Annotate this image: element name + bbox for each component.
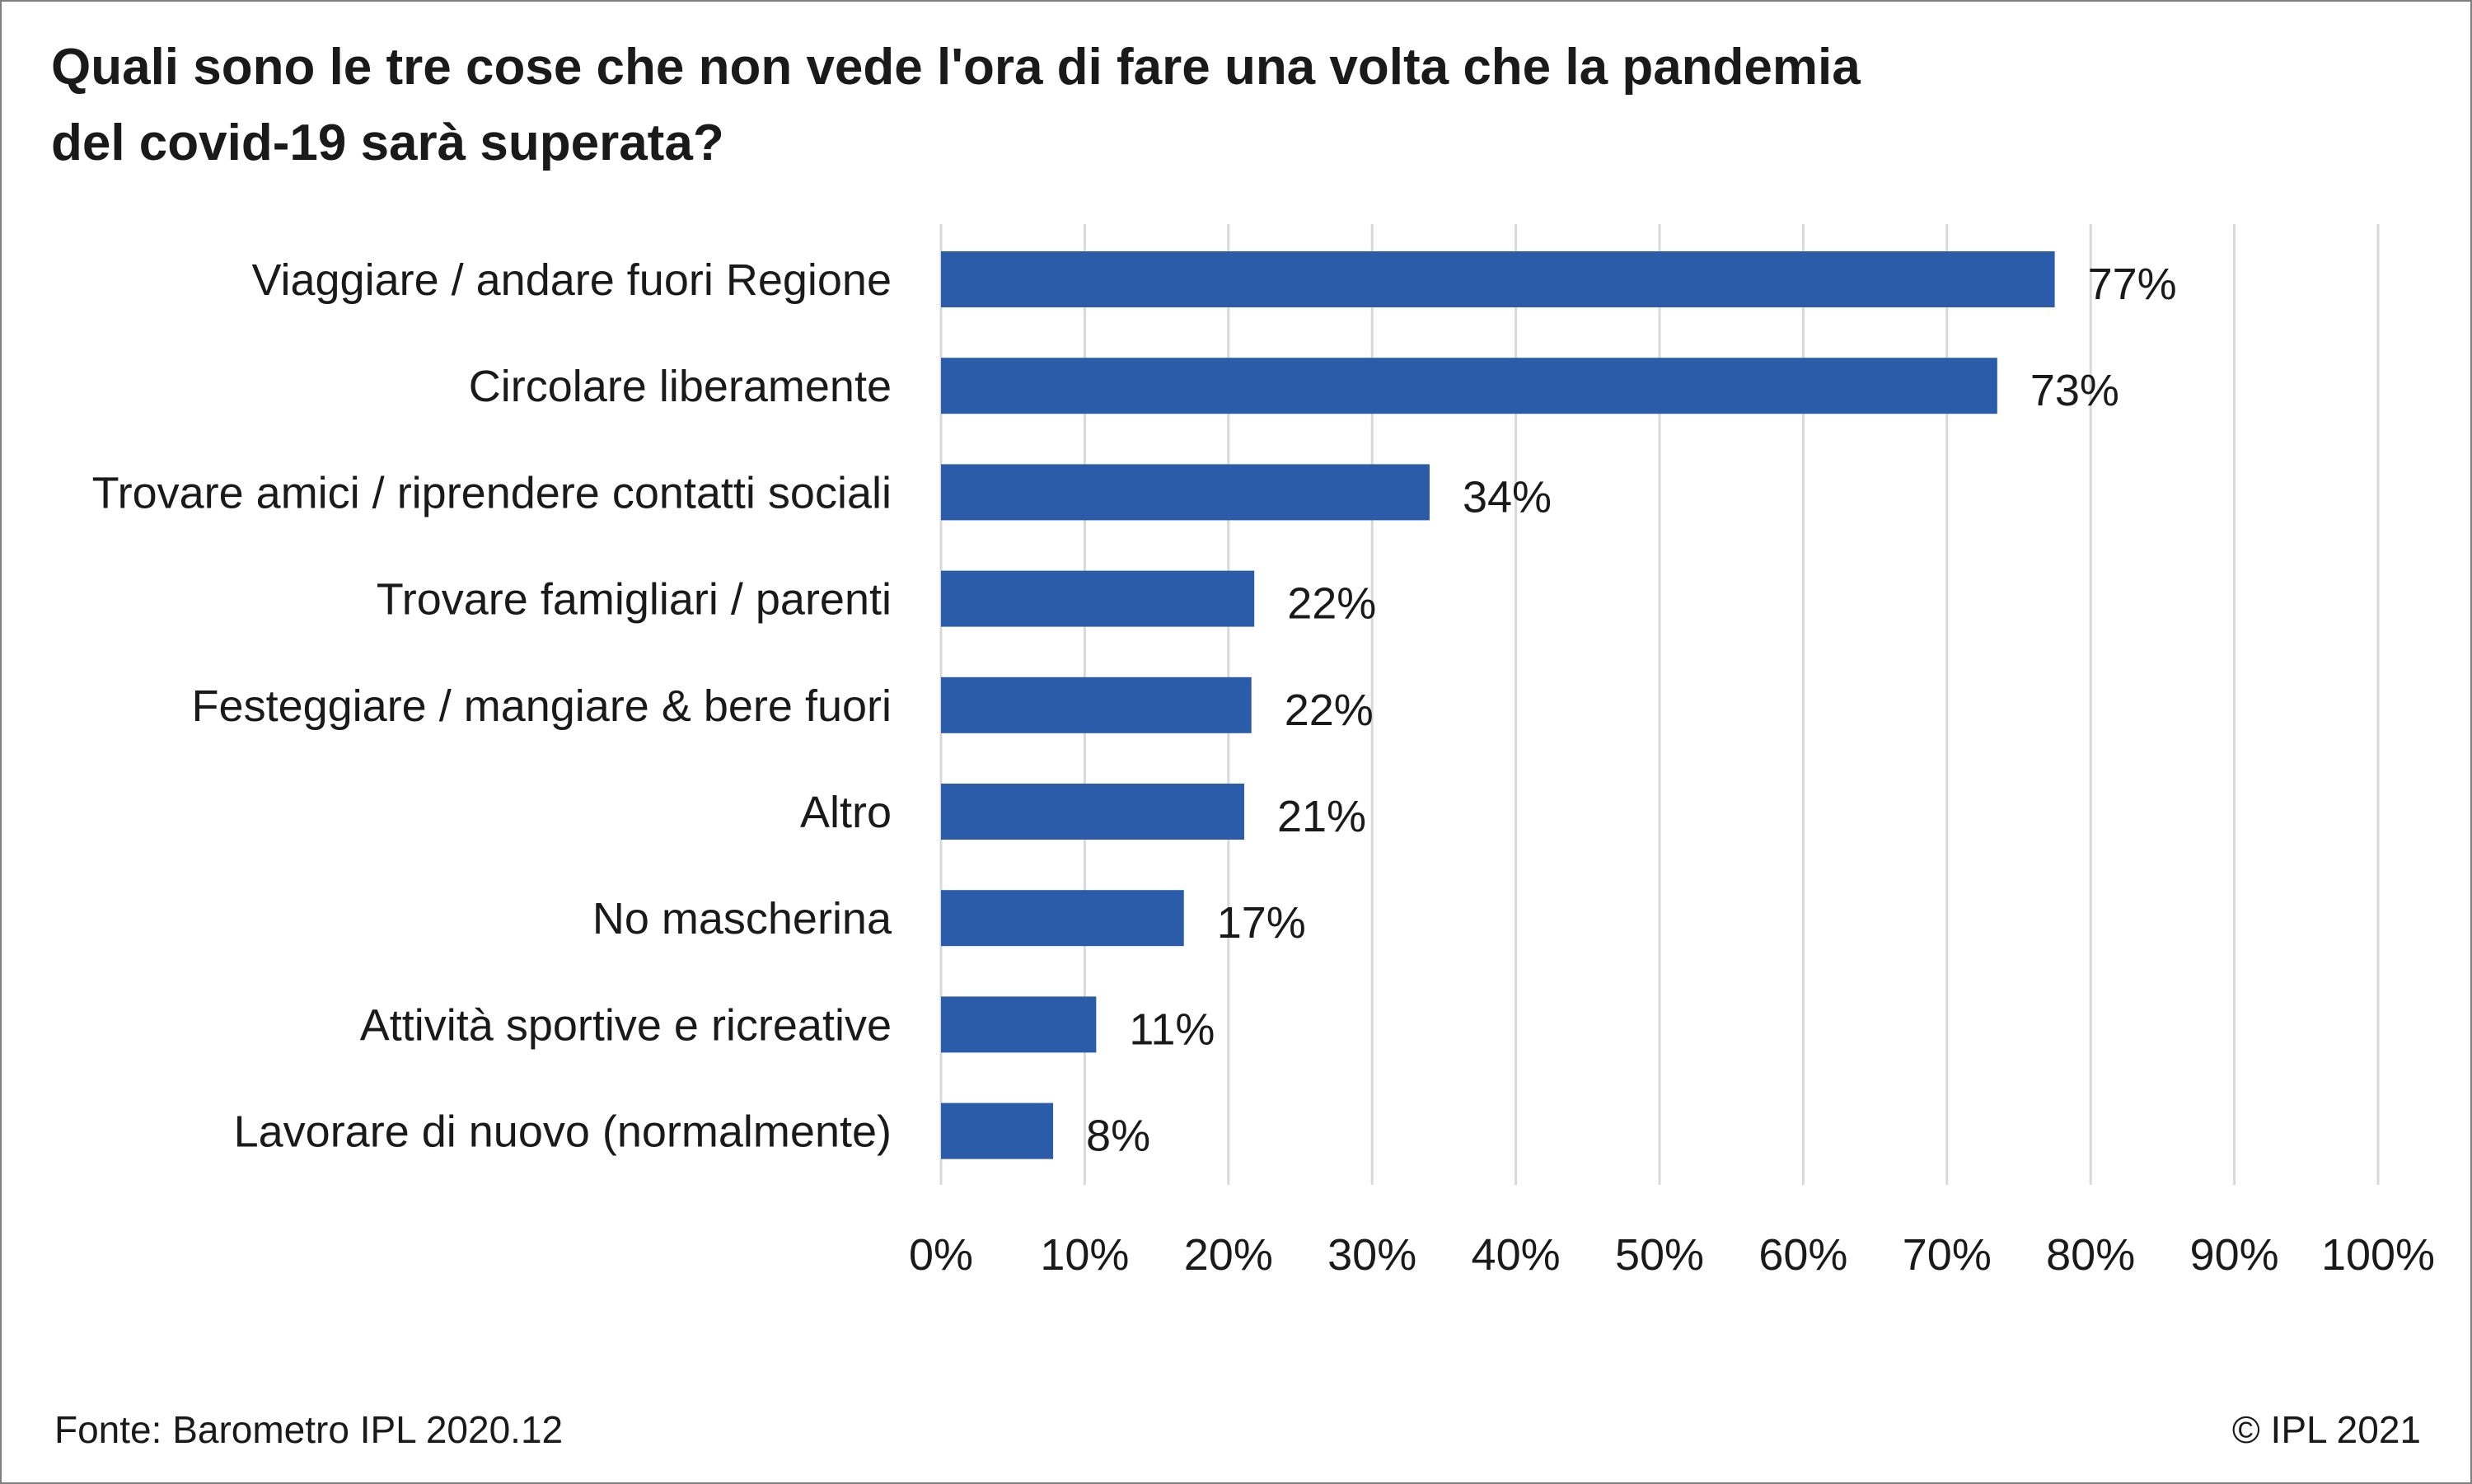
x-tick-label-50: 50% [1615, 1230, 1704, 1280]
x-tick-label-100: 100% [2321, 1230, 2435, 1280]
x-tick-label-70: 70% [1903, 1230, 1992, 1280]
chart-title-line-1: Quali sono le tre cose che non vede l'or… [51, 39, 1861, 96]
value-label-1: 73% [2030, 366, 2119, 415]
category-label-0: Viaggiare / andare fuori Regione [251, 255, 892, 305]
category-label-4: Festeggiare / mangiare & bere fuori [192, 681, 892, 731]
x-tick-label-10: 10% [1040, 1230, 1129, 1280]
value-label-7: 11% [1129, 1004, 1215, 1054]
value-label-0: 77% [2088, 260, 2177, 309]
x-tick-label-20: 20% [1184, 1230, 1273, 1280]
bar-4 [941, 676, 1252, 733]
category-label-6: No mascherina [592, 894, 892, 943]
category-label-1: Circolare liberamente [469, 362, 892, 411]
bar-2 [941, 464, 1430, 521]
source-note: Fonte: Barometro IPL 2020.12 [54, 1408, 564, 1451]
value-label-6: 17% [1217, 898, 1306, 948]
x-tick-label-60: 60% [1758, 1230, 1847, 1280]
x-tick-label-30: 30% [1327, 1230, 1416, 1280]
value-label-4: 22% [1285, 686, 1374, 735]
category-label-2: Trovare amici / riprendere contatti soci… [92, 468, 892, 517]
category-label-3: Trovare famigliari / parenti [377, 575, 892, 625]
category-label-5: Altro [800, 788, 892, 837]
x-tick-label-80: 80% [2046, 1230, 2135, 1280]
value-label-8: 8% [1086, 1112, 1150, 1161]
x-tick-label-0: 0% [909, 1230, 973, 1280]
x-axis-tick-labels: 0% 10% 20% 30% 40% 50% 60% 70% 80% 90% 100% [909, 1230, 2435, 1280]
bar-5 [941, 784, 1244, 840]
bar-3 [941, 570, 1255, 627]
bar-8 [941, 1102, 1054, 1159]
bars [941, 251, 2055, 1159]
bar-7 [941, 996, 1097, 1053]
bar-0 [941, 251, 2055, 307]
bar-6 [941, 890, 1184, 947]
x-tick-label-40: 40% [1472, 1230, 1561, 1280]
value-label-2: 34% [1463, 472, 1552, 522]
chart-title-line-2: del covid-19 sarà superata? [51, 115, 724, 171]
value-label-3: 22% [1287, 579, 1376, 629]
x-tick-label-90: 90% [2190, 1230, 2279, 1280]
category-label-8: Lavorare di nuovo (normalmente) [234, 1107, 892, 1157]
chart-title: Quali sono le tre cose che non vede l'or… [51, 30, 2111, 181]
category-labels: Viaggiare / andare fuori Regione Circolar… [92, 255, 892, 1157]
value-label-5: 21% [1277, 792, 1366, 841]
category-label-7: Attività sportive e ricreative [360, 1000, 892, 1050]
copyright-note: © IPL 2021 [2231, 1408, 2421, 1451]
bar-1 [941, 358, 1997, 414]
value-labels: 77% 73% 34% 22% 22% 21% 17% 11% 8% [1086, 260, 2177, 1161]
